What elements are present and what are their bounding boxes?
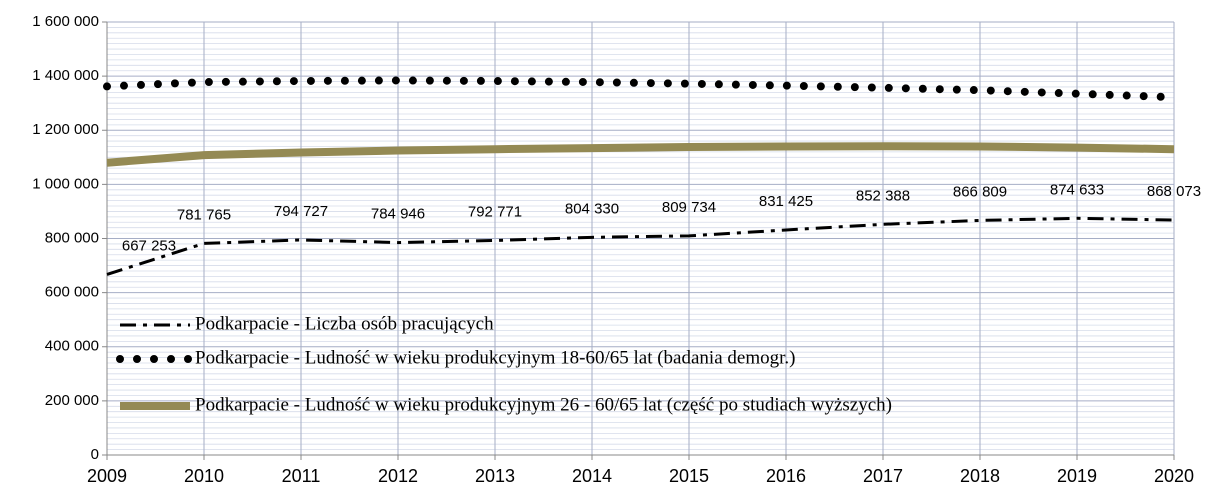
x-tick-label: 2016 bbox=[766, 466, 806, 486]
data-label: 781 765 bbox=[177, 206, 231, 223]
x-tick-label: 2020 bbox=[1154, 466, 1194, 486]
data-label: 866 809 bbox=[953, 183, 1007, 200]
data-label: 852 388 bbox=[856, 187, 910, 204]
x-tick-label: 2011 bbox=[282, 466, 321, 486]
x-tick-label: 2014 bbox=[572, 466, 612, 486]
y-tick-label: 1 600 000 bbox=[32, 13, 99, 30]
series-line bbox=[106, 142, 1175, 167]
data-label: 874 633 bbox=[1050, 181, 1104, 198]
y-tick-label: 1 000 000 bbox=[32, 175, 99, 192]
y-tick-label: 200 000 bbox=[45, 392, 99, 409]
y-tick-label: 800 000 bbox=[45, 229, 99, 246]
data-label: 809 734 bbox=[662, 199, 716, 216]
data-label: 784 946 bbox=[371, 206, 425, 223]
y-tick-label: 400 000 bbox=[45, 338, 99, 355]
legend-label: Podkarpacie - Ludność w wieku produkcyjn… bbox=[195, 394, 892, 415]
x-tick-label: 2013 bbox=[475, 466, 515, 486]
x-tick-label: 2018 bbox=[960, 466, 1000, 486]
x-tick-label: 2015 bbox=[669, 466, 709, 486]
data-label: 792 771 bbox=[468, 203, 522, 220]
y-tick-label: 600 000 bbox=[45, 284, 99, 301]
y-tick-label: 1 200 000 bbox=[32, 121, 99, 138]
series-line bbox=[106, 216, 1175, 276]
legend-label: Podkarpacie - Liczba osób pracujących bbox=[195, 313, 494, 334]
x-tick-label: 2017 bbox=[863, 466, 903, 486]
x-tick-label: 2010 bbox=[184, 466, 224, 486]
data-label: 831 425 bbox=[759, 193, 813, 210]
y-tick-label: 1 400 000 bbox=[32, 67, 99, 84]
data-label: 868 073 bbox=[1147, 183, 1201, 200]
series-line bbox=[103, 76, 1178, 102]
data-label: 794 727 bbox=[274, 203, 328, 220]
x-tick-label: 2019 bbox=[1057, 466, 1097, 486]
y-tick-label: 0 bbox=[91, 446, 99, 463]
data-label: 667 253 bbox=[122, 237, 176, 254]
x-tick-label: 2009 bbox=[87, 466, 127, 486]
data-label: 804 330 bbox=[565, 200, 619, 217]
legend-label: Podkarpacie - Ludność w wieku produkcyjn… bbox=[195, 347, 795, 368]
x-tick-label: 2012 bbox=[378, 466, 418, 486]
